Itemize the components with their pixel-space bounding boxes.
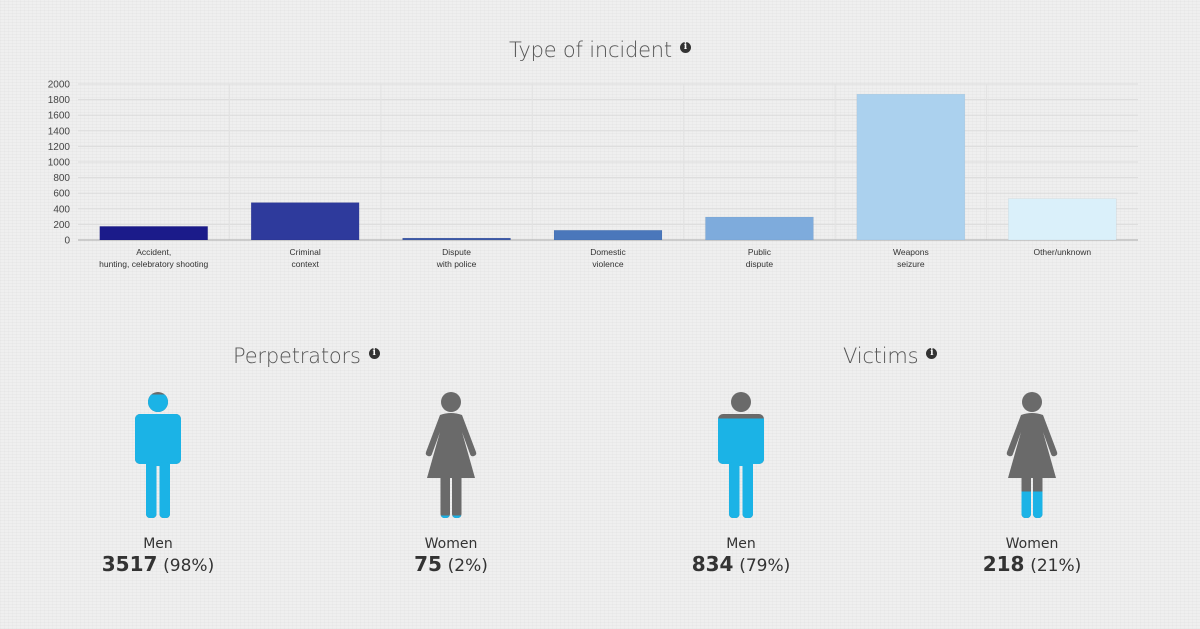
- y-tick-label: 1000: [48, 158, 71, 169]
- y-tick-label: 800: [53, 173, 70, 184]
- x-tick-label: with police: [436, 259, 477, 269]
- info-icon[interactable]: i: [926, 348, 938, 359]
- y-tick-label: 600: [53, 189, 70, 200]
- perpetrators-women-figure: Women 75 (2%): [361, 392, 541, 578]
- victims-title-text: Victims: [843, 344, 919, 368]
- victims-women-count: 218: [982, 552, 1025, 576]
- x-tick-label: Dispute: [442, 247, 471, 257]
- x-tick-label: Other/unknown: [1033, 247, 1091, 257]
- woman-silhouette: [425, 392, 477, 518]
- woman-fill-level: [1021, 491, 1043, 518]
- info-icon[interactable]: i: [679, 42, 691, 53]
- bar: [402, 237, 511, 241]
- perpetrators-men-percent: (98%): [163, 556, 215, 576]
- y-tick-label: 400: [53, 204, 70, 215]
- victims-men-count: 834: [691, 552, 734, 576]
- x-tick-label: Criminal: [290, 247, 321, 257]
- victims-men-label: Men: [726, 536, 756, 552]
- y-tick-label: 1400: [48, 126, 71, 137]
- x-tick-label: Public: [748, 247, 772, 257]
- bar: [856, 93, 966, 241]
- y-tick-label: 1200: [48, 142, 71, 153]
- perpetrators-title: Perpetrators i: [233, 344, 380, 368]
- perpetrators-women-label: Women: [424, 536, 478, 552]
- y-tick-label: 1600: [48, 111, 71, 122]
- x-tick-label: seizure: [897, 259, 925, 269]
- victims-title: Victims i: [843, 344, 938, 368]
- man-fill-level: [135, 394, 181, 518]
- y-tick-label: 1800: [48, 95, 71, 106]
- victims-women-stats: 218 (21%): [942, 552, 1122, 578]
- incident-title-text: Type of incident: [509, 38, 672, 62]
- perpetrators-women-stats: 75 (2%): [361, 552, 541, 578]
- x-tick-label: dispute: [746, 259, 774, 269]
- incident-chart-title: Type of incident i: [509, 38, 691, 62]
- bar: [250, 202, 360, 241]
- perpetrators-title-text: Perpetrators: [233, 344, 361, 368]
- man-icon: [135, 392, 181, 518]
- info-icon[interactable]: i: [368, 348, 380, 359]
- woman-silhouette: [1006, 392, 1058, 518]
- victims-men-figure: Men 834 (79%): [651, 392, 831, 578]
- x-tick-label: Weapons: [893, 247, 929, 257]
- bar: [99, 226, 208, 241]
- x-tick-label: violence: [592, 259, 623, 269]
- perpetrators-men-count: 3517: [101, 552, 158, 576]
- perpetrators-women-count: 75: [414, 552, 442, 576]
- perpetrators-men-figure: Men 3517 (98%): [68, 392, 248, 578]
- y-tick-label: 0: [64, 236, 70, 247]
- y-tick-label: 200: [53, 220, 70, 231]
- x-tick-label: Accident,: [136, 247, 171, 257]
- victims-men-percent: (79%): [739, 556, 791, 576]
- bar: [705, 216, 814, 241]
- perpetrators-men-label: Men: [143, 536, 173, 552]
- perpetrators-men-stats: 3517 (98%): [68, 552, 248, 578]
- bar: [553, 230, 663, 241]
- x-tick-label: Domestic: [590, 247, 626, 257]
- x-tick-label: context: [291, 259, 319, 269]
- victims-men-stats: 834 (79%): [651, 552, 831, 578]
- victims-women-label: Women: [1005, 536, 1059, 552]
- victims-women-percent: (21%): [1030, 556, 1082, 576]
- man-icon: [718, 392, 764, 518]
- victims-women-figure: Women 218 (21%): [942, 392, 1122, 578]
- woman-icon: [425, 392, 477, 518]
- bar: [1008, 198, 1117, 241]
- x-tick-label: hunting, celebratory shooting: [99, 259, 208, 269]
- man-fill-level: [718, 418, 764, 518]
- woman-icon: [1006, 392, 1058, 518]
- y-tick-label: 2000: [48, 80, 71, 91]
- woman-fill-level: [440, 515, 462, 518]
- perpetrators-women-percent: (2%): [447, 556, 488, 576]
- incident-bar-chart: 0 200 400 600 800 1000 1200 1400 1600 1800 2000 Acc…: [48, 80, 1138, 269]
